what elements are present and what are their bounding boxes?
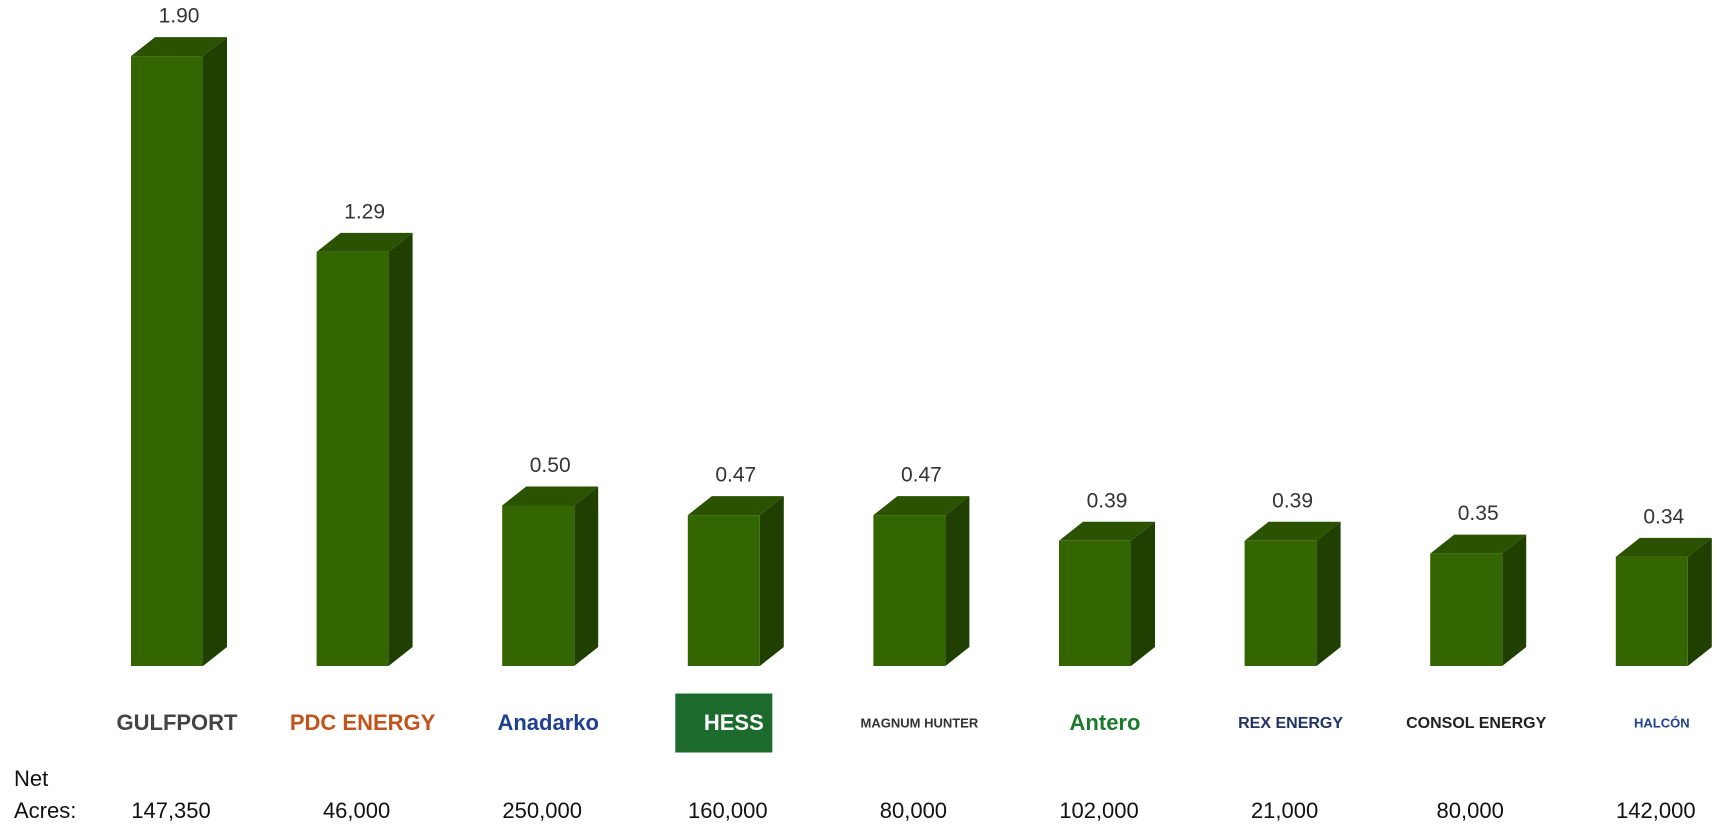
- bar: [1059, 540, 1131, 666]
- acres-value: 250,000: [502, 798, 582, 823]
- acres-label: Net: [14, 766, 48, 791]
- bar: [873, 515, 946, 666]
- acres-value: 46,000: [323, 798, 390, 823]
- bar: [1430, 553, 1503, 666]
- value-label: 0.34: [1643, 505, 1684, 528]
- acres-value: 160,000: [688, 798, 768, 823]
- value-label: 0.39: [1087, 489, 1128, 512]
- company-logo: HALCÓN: [1634, 715, 1690, 730]
- acres-value: 147,350: [131, 798, 211, 823]
- bar-top: [316, 232, 413, 252]
- company-logo: CONSOL ENERGY: [1406, 715, 1547, 732]
- bar: [687, 515, 760, 666]
- company-logo: Antero: [1070, 710, 1141, 735]
- acres-value: 21,000: [1251, 798, 1318, 823]
- bar-top: [1615, 537, 1712, 557]
- value-label: 0.47: [715, 464, 756, 487]
- acres-value: 80,000: [880, 798, 947, 823]
- acres-value: 80,000: [1437, 798, 1504, 823]
- bar: [316, 251, 389, 666]
- company-logo: GULFPORT: [117, 710, 239, 735]
- bar-side: [759, 496, 784, 666]
- bar-side: [203, 37, 227, 667]
- company-logo: REX ENERGY: [1238, 715, 1343, 732]
- bar-top: [502, 486, 599, 506]
- bar: [1615, 556, 1688, 666]
- company-logo: PDC ENERGY: [290, 710, 436, 735]
- bar-side: [1131, 521, 1155, 666]
- value-label: 1.90: [159, 5, 200, 28]
- bar-top: [1430, 534, 1527, 554]
- bar-side: [945, 496, 970, 666]
- bar-top: [873, 496, 970, 516]
- acres-value: 102,000: [1059, 798, 1139, 823]
- acres-label: Acres:: [14, 798, 76, 823]
- bar: [502, 505, 575, 666]
- value-label: 1.29: [344, 200, 385, 223]
- bar-side: [574, 486, 599, 666]
- company-logo: Anadarko: [497, 710, 598, 735]
- bar-side: [1316, 521, 1341, 666]
- bar-top: [1244, 521, 1341, 541]
- bar-side: [388, 232, 413, 666]
- value-label: 0.35: [1458, 502, 1499, 525]
- bar-side: [1687, 537, 1712, 666]
- logo-box: [675, 693, 773, 753]
- company-logo: HESS: [704, 710, 764, 735]
- value-label: 0.39: [1272, 489, 1313, 512]
- bar: [131, 56, 203, 667]
- bar-top: [131, 37, 227, 57]
- company-logo: MAGNUM HUNTER: [861, 715, 979, 730]
- value-label: 0.50: [530, 454, 571, 477]
- acres-value: 142,000: [1616, 798, 1696, 823]
- bar-top: [687, 496, 784, 516]
- bar: [1244, 540, 1317, 666]
- bar-top: [1059, 521, 1155, 541]
- bar-side: [1502, 534, 1527, 666]
- value-label: 0.47: [901, 464, 942, 487]
